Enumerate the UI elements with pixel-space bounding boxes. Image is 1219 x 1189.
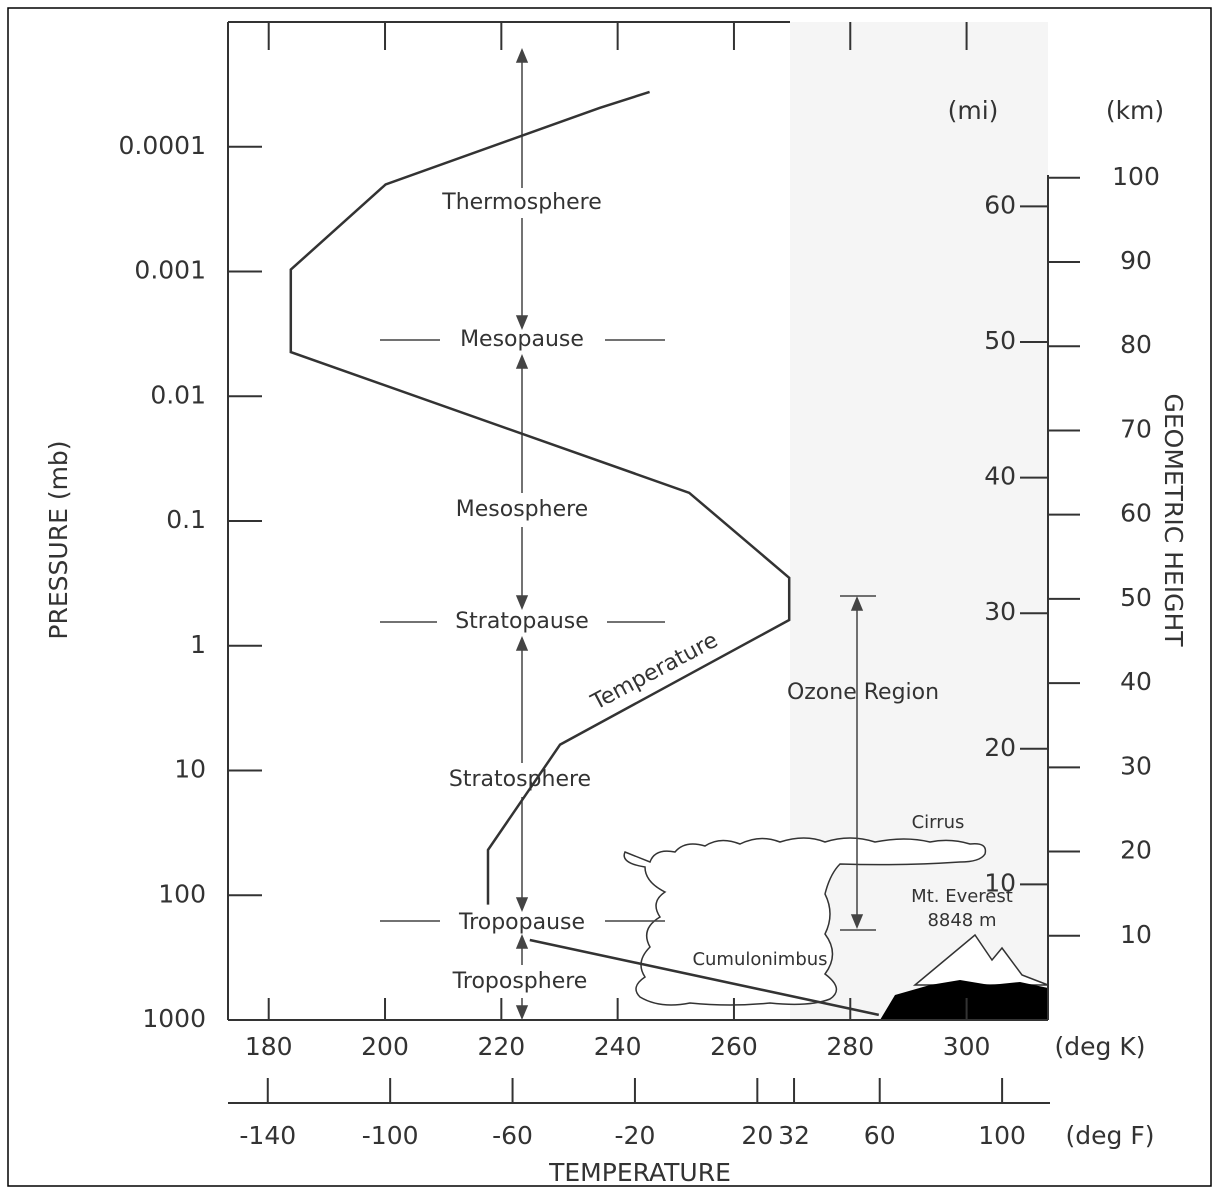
x2-unit: (deg F) bbox=[1066, 1121, 1155, 1150]
y-tick-label: 20 bbox=[1120, 836, 1152, 865]
page-frame bbox=[7, 7, 1212, 1187]
x2-tick-label: 100 bbox=[978, 1121, 1026, 1150]
y-axis-title: GEOMETRIC HEIGHT bbox=[1159, 393, 1188, 647]
pressure-tick-label: 100 bbox=[158, 879, 206, 908]
x2-tick-label: -20 bbox=[615, 1121, 656, 1150]
annotation: Ozone Region bbox=[787, 680, 939, 705]
pressure-tick-label: 1000 bbox=[142, 1004, 206, 1033]
y2-tick-label: 50 bbox=[984, 326, 1016, 355]
series-label: Temperature bbox=[586, 628, 722, 716]
x2-tick-label: -100 bbox=[362, 1121, 419, 1150]
pressure-tick-label: 10 bbox=[174, 755, 206, 784]
y-unit: (km) bbox=[1106, 96, 1164, 125]
annotation: Stratosphere bbox=[449, 767, 591, 792]
x-unit: (deg K) bbox=[1055, 1032, 1146, 1061]
pressure-tick-label: 1 bbox=[190, 630, 206, 659]
annotation: Cumulonimbus bbox=[692, 949, 827, 970]
y2-tick-label: 20 bbox=[984, 733, 1016, 762]
cumulonimbus-cloud bbox=[623, 837, 987, 1006]
pressure-tick-label: 0.001 bbox=[134, 256, 206, 285]
annotation: Cirrus bbox=[912, 812, 965, 833]
x-tick-label: 180 bbox=[245, 1032, 293, 1061]
x-axis-title: TEMPERATURE bbox=[548, 1158, 731, 1187]
x2-tick-label: -60 bbox=[492, 1121, 533, 1150]
y-tick-label: 100 bbox=[1112, 162, 1160, 191]
y2-tick-label: 10 bbox=[984, 868, 1016, 897]
temperature-line bbox=[289, 90, 880, 1017]
pressure-tick-label: 0.1 bbox=[166, 505, 206, 534]
mountain bbox=[880, 933, 1049, 1020]
y-tick-label: 10 bbox=[1120, 920, 1152, 949]
x-tick-label: 300 bbox=[943, 1032, 991, 1061]
y-tick-label: 30 bbox=[1120, 751, 1152, 780]
x2-tick-label: 20 bbox=[741, 1121, 773, 1150]
x-tick-label: 200 bbox=[361, 1032, 409, 1061]
y-tick-label: 90 bbox=[1120, 246, 1152, 275]
y-tick-label: 80 bbox=[1120, 330, 1152, 359]
annotation: Mt. Everest bbox=[911, 886, 1013, 907]
annotation: Mesopause bbox=[460, 327, 584, 352]
y-tick-label: 50 bbox=[1120, 583, 1152, 612]
y-tick-label: 40 bbox=[1120, 667, 1152, 696]
layer-arrows bbox=[380, 48, 876, 1020]
x-tick-label: 240 bbox=[594, 1032, 642, 1061]
x2-tick-label: 60 bbox=[864, 1121, 896, 1150]
annotation: 8848 m bbox=[927, 910, 996, 931]
x-tick-label: 260 bbox=[710, 1032, 758, 1061]
y2-tick-label: 30 bbox=[984, 597, 1016, 626]
annotation: Stratopause bbox=[455, 609, 589, 634]
y2-tick-label: 60 bbox=[984, 190, 1016, 219]
y-tick-label: 60 bbox=[1120, 499, 1152, 528]
annotation: Thermosphere bbox=[441, 190, 601, 215]
x-tick-label: 220 bbox=[477, 1032, 525, 1061]
pressure-tick-label: 0.01 bbox=[150, 380, 206, 409]
pressure-axis-title: PRESSURE (mb) bbox=[44, 440, 73, 639]
x-tick-label: 280 bbox=[826, 1032, 874, 1061]
annotation: Tropopause bbox=[458, 910, 585, 935]
annotation: Troposphere bbox=[452, 969, 588, 994]
y2-unit: (mi) bbox=[948, 96, 999, 125]
x2-tick-label: -140 bbox=[239, 1121, 296, 1150]
y2-tick-label: 40 bbox=[984, 462, 1016, 491]
y-tick-label: 70 bbox=[1120, 414, 1152, 443]
pressure-tick-label: 0.0001 bbox=[119, 131, 206, 160]
x2-tick-label: 32 bbox=[778, 1121, 810, 1150]
annotation: Mesosphere bbox=[456, 497, 588, 522]
